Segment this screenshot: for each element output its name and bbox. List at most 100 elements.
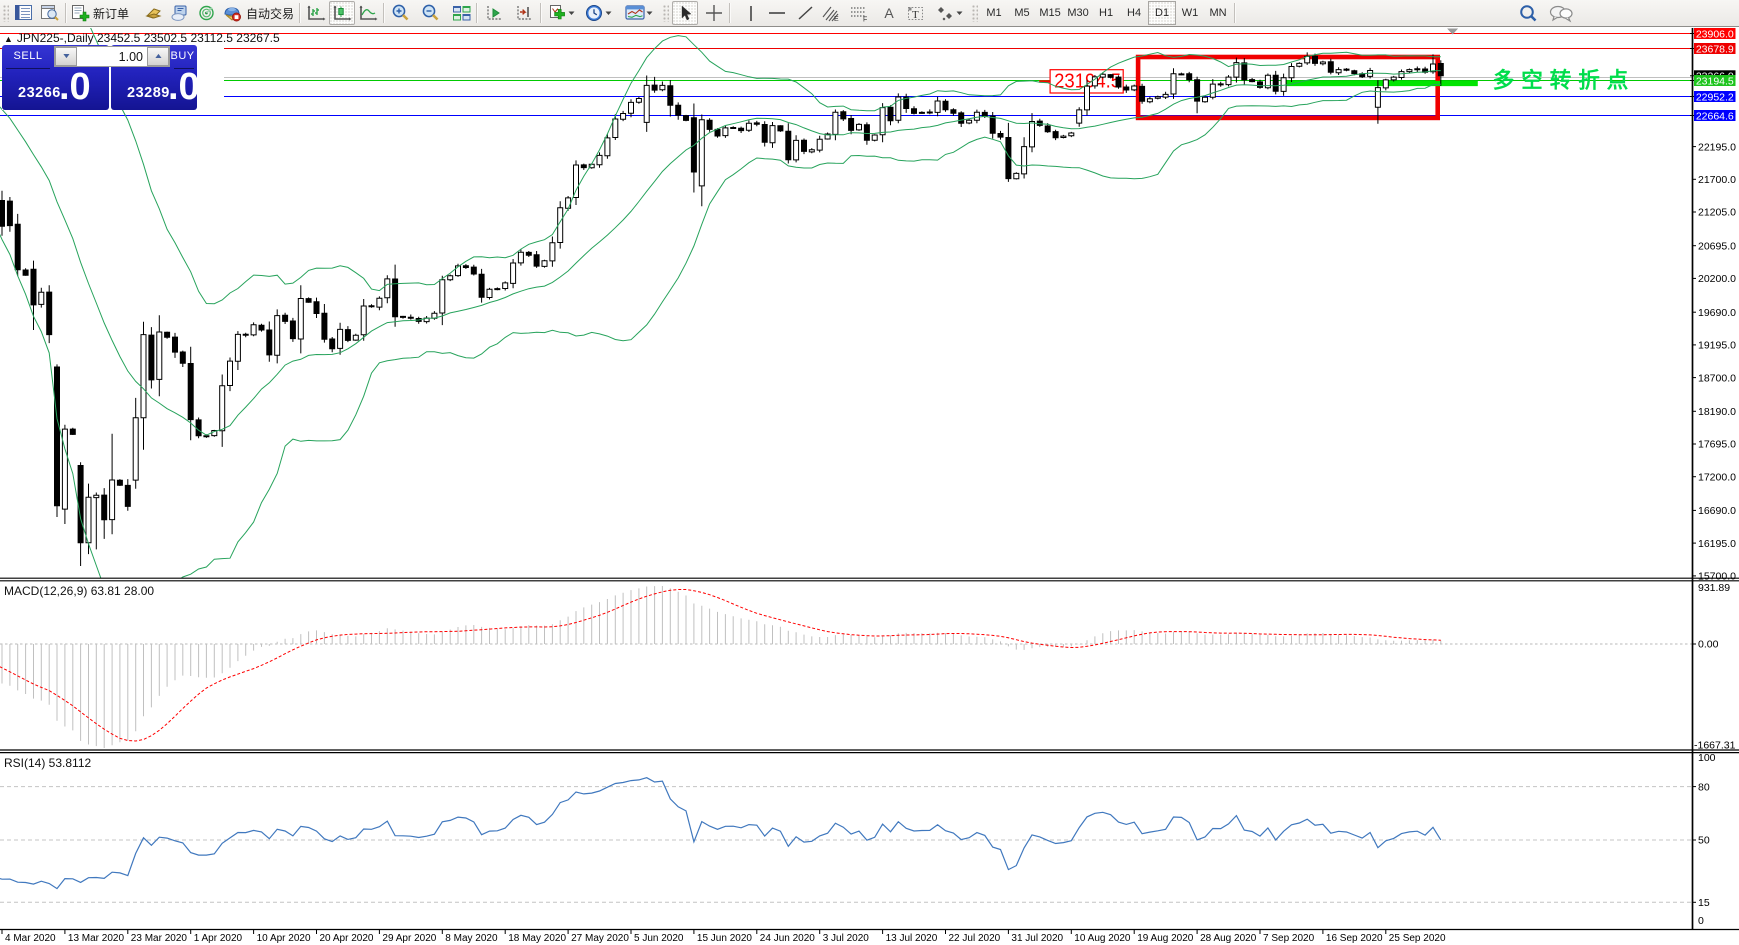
arrows-icon	[938, 6, 953, 20]
macd-scale-zero: 0.00	[1698, 639, 1719, 651]
new-order-label[interactable]: 新订单	[93, 6, 130, 21]
cursor-tool-button[interactable]	[672, 1, 699, 25]
timeframe-button-w1[interactable]: W1	[1181, 7, 1199, 19]
search-icon	[1520, 4, 1537, 21]
history-center-button[interactable]	[141, 1, 167, 25]
timeframe-button-d1[interactable]: D1	[1148, 1, 1177, 25]
dropdown-arrow-icon	[568, 11, 575, 15]
rsi-scale-label: 15	[1698, 897, 1710, 909]
global-variables-button[interactable]	[167, 1, 193, 25]
fibonacci-tool-button[interactable]: F	[846, 1, 872, 25]
buy-price-pips: .0	[168, 66, 200, 108]
buy-button[interactable]: BUY	[111, 45, 197, 69]
svg-text:F: F	[863, 16, 867, 22]
timeframe-button-m30[interactable]: M30	[1067, 7, 1089, 19]
periods-button[interactable]	[583, 1, 615, 25]
macd-signal-line	[0, 589, 1441, 742]
new-order-button[interactable]	[69, 1, 92, 25]
toolbar-grip[interactable]	[2, 4, 9, 22]
timeframe-toolbar: M1 M5 M15 M30 H1 H4 D1 W1 MN	[980, 1, 1232, 25]
text-label-icon: T	[907, 6, 923, 21]
collapse-arrow-icon[interactable]: ▲	[4, 34, 13, 44]
templates-button[interactable]	[623, 1, 656, 25]
svg-text:23906.0: 23906.0	[1696, 28, 1734, 40]
price-scale-label: 21205.0	[1698, 207, 1736, 219]
x-axis-label: 7 Sep 2020	[1263, 933, 1315, 944]
price-scale-label: 15700.0	[1698, 571, 1736, 583]
volume-input[interactable]: 1.00	[118, 49, 143, 64]
price-scale-label: 21700.0	[1698, 174, 1736, 186]
tile-windows-button[interactable]	[448, 1, 474, 25]
sell-button-label: SELL	[13, 50, 43, 62]
shift-marker-icon	[1447, 28, 1459, 35]
toolbar-separator	[540, 3, 543, 23]
timeframe-button-h4[interactable]: H4	[1127, 7, 1142, 19]
text-label-tool-button[interactable]: T	[902, 1, 928, 25]
ohlc-open: 23452.5	[96, 31, 141, 45]
cursor-icon	[681, 5, 692, 21]
zoom-in-button[interactable]	[387, 1, 413, 25]
crosshair-icon	[706, 5, 723, 21]
timeframe-button-mn[interactable]: MN	[1209, 7, 1227, 19]
market-watch-button[interactable]	[11, 1, 37, 25]
line-chart-icon	[359, 5, 378, 20]
rsi-scale-label: 80	[1698, 781, 1710, 793]
toolbar-grip[interactable]	[662, 4, 670, 22]
chart-title: ▲ JPN225-,Daily 23452.5 23502.5 23112.5 2…	[4, 31, 280, 45]
strategy-tester-button[interactable]	[193, 1, 219, 25]
history-book-icon	[145, 7, 162, 19]
candlestick-mode-button[interactable]	[329, 1, 356, 25]
auto-scroll-button[interactable]	[482, 1, 508, 25]
x-axis-label: 25 Sep 2020	[1389, 933, 1446, 944]
text-tool-button[interactable]: A	[876, 1, 902, 25]
rsi-indicator-label: RSI(14) 53.8112	[4, 756, 92, 770]
arrows-tool-button[interactable]	[934, 1, 966, 25]
sell-button[interactable]: SELL	[2, 45, 109, 69]
chart-window[interactable]: 23194.5 22195.0 21700.0 21205.0 20695.0 20200…	[0, 28, 1739, 945]
autotrading-button[interactable]	[219, 1, 245, 25]
line-chart-mode-button[interactable]	[355, 1, 381, 25]
bar-chart-mode-button[interactable]	[303, 1, 329, 25]
x-axis-label: 31 Jul 2020	[1011, 933, 1063, 944]
volume-increase-button[interactable]: ▲	[147, 47, 169, 66]
dropdown-arrow-icon	[956, 11, 963, 15]
indicators-button[interactable]	[546, 1, 578, 25]
bollinger-bands	[0, 28, 1441, 578]
svg-text:23678.9: 23678.9	[1696, 43, 1734, 55]
horizontal-line-tool-button[interactable]	[764, 1, 790, 25]
vertical-line-tool-button[interactable]	[738, 1, 764, 25]
timeframe-button-m1[interactable]: M1	[986, 7, 1002, 19]
svg-text:22952.2: 22952.2	[1696, 91, 1734, 103]
data-window-icon	[41, 5, 59, 21]
autotrading-label[interactable]: 自动交易	[246, 6, 295, 21]
chat-button[interactable]	[1547, 1, 1575, 25]
chart-shift-button[interactable]	[512, 1, 538, 25]
red-box-object[interactable]	[1135, 54, 1440, 121]
clock-icon	[586, 5, 603, 21]
ohlc-high: 23502.5	[143, 31, 188, 45]
data-window-button[interactable]	[37, 1, 63, 25]
timeframe-button-m15[interactable]: M15	[1039, 7, 1061, 19]
trendline-tool-button[interactable]	[792, 1, 818, 25]
crosshair-tool-button[interactable]	[701, 1, 727, 25]
toolbar-grip[interactable]	[971, 4, 979, 22]
macd-scale-max: 931.89	[1698, 582, 1730, 594]
volume-spinner: ▼ 1.00 ▲	[54, 46, 170, 67]
chart-shift-icon	[517, 5, 533, 20]
bar-chart-icon	[307, 5, 326, 20]
svg-text:23194.5: 23194.5	[1696, 75, 1734, 87]
toolbar-separator	[1234, 3, 1237, 23]
x-axis-label: 1 Apr 2020	[194, 933, 243, 944]
macd-scale-min: -1667.31	[1694, 740, 1736, 752]
timeframe-button-m5[interactable]: M5	[1014, 7, 1030, 19]
volume-decrease-button[interactable]: ▼	[55, 47, 77, 66]
search-button[interactable]	[1515, 1, 1541, 25]
price-scale-label: 19690.0	[1698, 307, 1736, 319]
channel-tool-button[interactable]: E	[818, 1, 844, 25]
rsi-scale-label: 100	[1698, 752, 1716, 764]
zoom-out-button[interactable]	[417, 1, 443, 25]
toolbar-separator	[476, 3, 479, 23]
timeframe-button-h1[interactable]: H1	[1099, 7, 1114, 19]
